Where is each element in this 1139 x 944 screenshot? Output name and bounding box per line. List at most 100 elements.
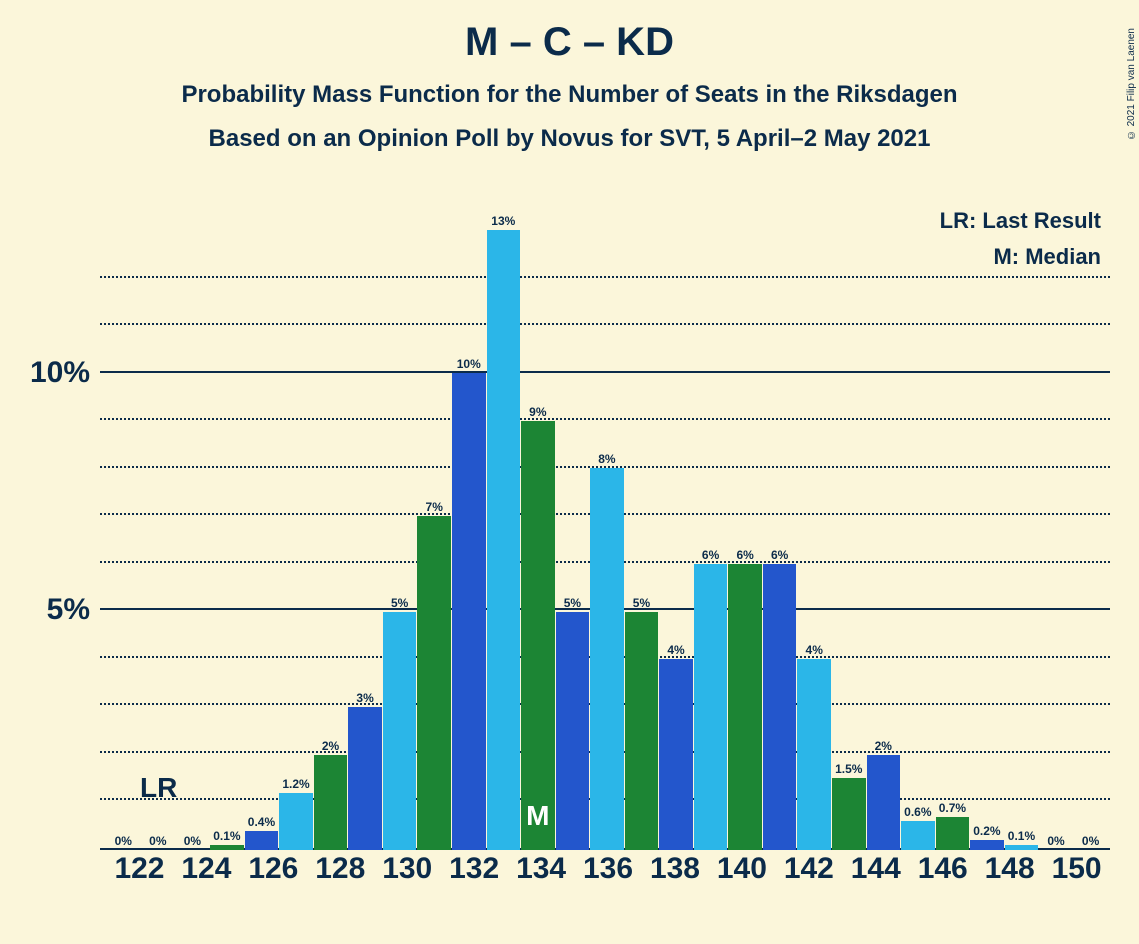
bar-value-label: 1.2%	[282, 777, 309, 791]
bar-value-label: 10%	[457, 357, 481, 371]
bar-rect	[314, 755, 348, 850]
bar: 0.4%	[245, 230, 279, 850]
bar: 5%	[556, 230, 590, 850]
bar: 0%	[1074, 230, 1108, 850]
bar-value-label: 3%	[356, 691, 373, 705]
bar-rect	[279, 793, 313, 850]
bar-value-label: 5%	[564, 596, 581, 610]
bar-value-label: 0.4%	[248, 815, 275, 829]
bar: 1.2%	[279, 230, 313, 850]
bar-value-label: 0%	[1047, 834, 1064, 848]
x-axis-tick: 124	[173, 852, 240, 886]
bar-rect	[417, 516, 451, 850]
x-axis-tick: 146	[909, 852, 976, 886]
bar-rect	[590, 468, 624, 850]
bar: 6%	[728, 230, 762, 850]
bar: 8%	[590, 230, 624, 850]
y-axis-label: 10%	[30, 356, 90, 390]
x-axis-tick: 150	[1043, 852, 1110, 886]
x-axis-tick: 128	[307, 852, 374, 886]
bar-rect	[728, 564, 762, 850]
x-axis-tick: 122	[106, 852, 173, 886]
x-axis-tick: 148	[976, 852, 1043, 886]
bar: 9% M	[521, 230, 555, 850]
bar: 0%	[141, 230, 175, 850]
chart-subtitle-2: Based on an Opinion Poll by Novus for SV…	[0, 125, 1139, 153]
bar: 0.7%	[936, 230, 970, 850]
bar-rect	[970, 840, 1004, 850]
bar: 6%	[694, 230, 728, 850]
bar-rect	[659, 659, 693, 850]
bar-rect	[210, 845, 244, 850]
bar-rect	[832, 778, 866, 850]
median-marker: M	[526, 800, 549, 832]
bar-rect	[452, 373, 486, 850]
bar-value-label: 0.7%	[939, 801, 966, 815]
bar: 6%	[763, 230, 797, 850]
bar: 5%	[625, 230, 659, 850]
bar: 0.1%	[210, 230, 244, 850]
bar: 1.5%	[832, 230, 866, 850]
bar: 13%	[487, 230, 521, 850]
lr-marker: LR	[140, 772, 177, 804]
x-axis-tick: 132	[441, 852, 508, 886]
bar-rect	[556, 612, 590, 850]
bar-value-label: 0%	[1082, 834, 1099, 848]
bar-rect	[901, 821, 935, 850]
bar-value-label: 5%	[391, 596, 408, 610]
bar: 3%	[348, 230, 382, 850]
bar-rect	[797, 659, 831, 850]
bar: 7%	[417, 230, 451, 850]
bar-value-label: 8%	[598, 452, 615, 466]
bar-container: 0% 0% 0% 0.1% 0.4% 1.2% 2% 3% 5% 7% 10% 13% 9% M 5% 8% 5…	[100, 230, 1110, 850]
x-axis-tick: 138	[642, 852, 709, 886]
bar-rect	[1005, 845, 1039, 850]
x-axis-tick: 136	[575, 852, 642, 886]
bar: 0%	[107, 230, 141, 850]
bar-value-label: 6%	[771, 548, 788, 562]
y-axis-label: 5%	[47, 593, 90, 627]
bar-value-label: 0.6%	[904, 805, 931, 819]
copyright-text: © 2021 Filip van Laenen	[1126, 28, 1137, 140]
bar-value-label: 2%	[322, 739, 339, 753]
bar-rect	[348, 707, 382, 850]
bar: 10%	[452, 230, 486, 850]
x-axis-tick: 142	[775, 852, 842, 886]
bar: 4%	[659, 230, 693, 850]
bar: 5%	[383, 230, 417, 850]
chart-title: M – C – KD	[0, 20, 1139, 65]
bar-value-label: 4%	[667, 643, 684, 657]
bar-value-label: 0.2%	[973, 824, 1000, 838]
bar-value-label: 9%	[529, 405, 546, 419]
bar-value-label: 0.1%	[213, 829, 240, 843]
bar: 0.6%	[901, 230, 935, 850]
bar-rect	[763, 564, 797, 850]
bar: 2%	[314, 230, 348, 850]
bar-value-label: 2%	[875, 739, 892, 753]
bar-value-label: 13%	[491, 214, 515, 228]
x-axis-tick: 134	[508, 852, 575, 886]
bar-value-label: 6%	[736, 548, 753, 562]
chart-subtitle-1: Probability Mass Function for the Number…	[0, 81, 1139, 109]
bar-value-label: 0%	[115, 834, 132, 848]
x-axis-tick: 140	[708, 852, 775, 886]
bar: 0%	[1039, 230, 1073, 850]
bar: 4%	[797, 230, 831, 850]
bar-rect	[245, 831, 279, 850]
bar-value-label: 0%	[184, 834, 201, 848]
bar: 0.1%	[1005, 230, 1039, 850]
bar-value-label: 0%	[149, 834, 166, 848]
bar-rect	[383, 612, 417, 850]
bar-value-label: 6%	[702, 548, 719, 562]
bar-value-label: 1.5%	[835, 762, 862, 776]
x-axis: 1221241261281301321341361381401421441461…	[100, 852, 1110, 886]
bar-rect	[694, 564, 728, 850]
bar-rect	[867, 755, 901, 850]
x-axis-tick: 126	[240, 852, 307, 886]
bar-rect	[521, 421, 555, 850]
bar-rect	[625, 612, 659, 850]
bar-value-label: 0.1%	[1008, 829, 1035, 843]
bar-value-label: 5%	[633, 596, 650, 610]
bar-value-label: 7%	[426, 500, 443, 514]
bar: 2%	[867, 230, 901, 850]
